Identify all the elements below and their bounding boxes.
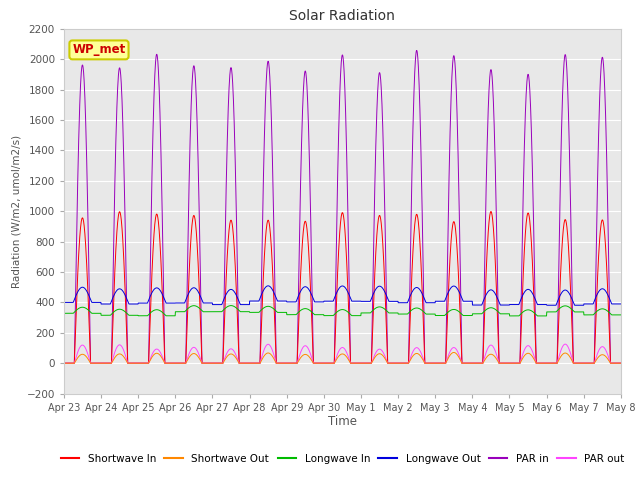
Y-axis label: Radiation (W/m2, umol/m2/s): Radiation (W/m2, umol/m2/s) bbox=[11, 134, 21, 288]
Title: Solar Radiation: Solar Radiation bbox=[289, 10, 396, 24]
Text: WP_met: WP_met bbox=[72, 43, 125, 56]
X-axis label: Time: Time bbox=[328, 415, 357, 429]
Legend: Shortwave In, Shortwave Out, Longwave In, Longwave Out, PAR in, PAR out: Shortwave In, Shortwave Out, Longwave In… bbox=[56, 450, 628, 468]
